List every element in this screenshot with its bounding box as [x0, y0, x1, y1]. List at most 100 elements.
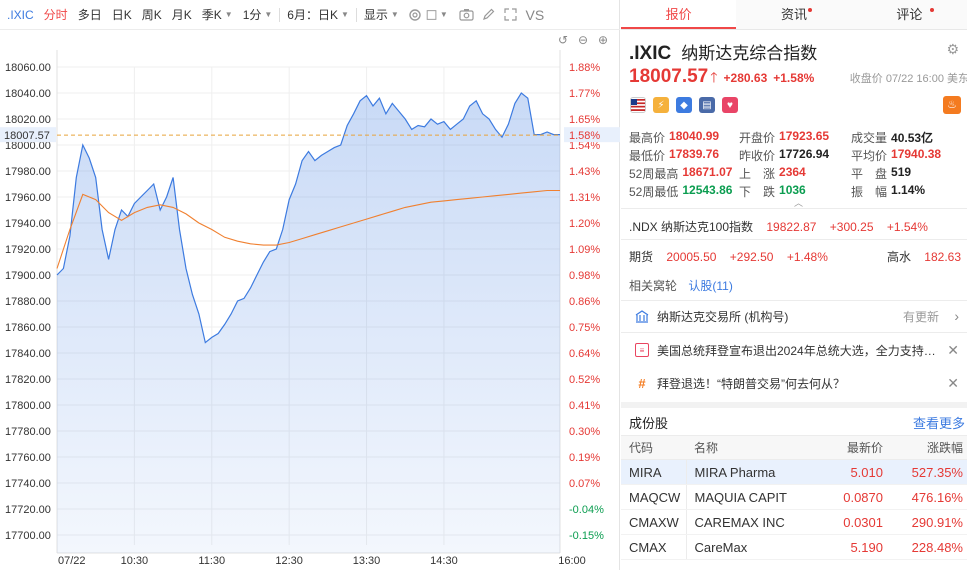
bolt-icon[interactable]: ⚡: [653, 97, 669, 113]
futures-price: 20005.50: [666, 250, 717, 264]
related-warrants: 相关窝轮 认股(11): [629, 277, 733, 294]
warrants-link[interactable]: 认股(11): [688, 279, 733, 293]
expand-icon[interactable]: [500, 0, 522, 30]
tab-timeshare[interactable]: 分时: [43, 8, 68, 22]
y-tick-label: 18060.00: [5, 62, 51, 74]
tab-monthly-k[interactable]: 月K: [171, 8, 192, 22]
chevron-down-icon: ▼: [340, 10, 349, 19]
tag-icon[interactable]: ◆: [676, 97, 692, 113]
range-select[interactable]: 6月：日K ▼: [282, 0, 354, 30]
pct-tick-label: 0.07%: [569, 478, 600, 490]
stat-cell: 开盘价 17923.65: [739, 129, 851, 146]
stat-value: 18040.99: [669, 128, 720, 143]
tab-quote[interactable]: 报价: [621, 0, 737, 29]
x-tick-label: 14:30: [430, 555, 458, 567]
y-tick-label: 17960.00: [5, 192, 51, 204]
quote-title: .IXIC 纳斯达克综合指数 ⚙: [629, 39, 959, 65]
see-more-link[interactable]: 查看更多: [912, 416, 965, 431]
y-tick-label: 18040.00: [5, 88, 51, 100]
stat-cell: 下 跌 1036: [739, 183, 851, 200]
news-title: 拜登退选！“特朗普交易”何去何从？: [657, 376, 845, 391]
futures-row[interactable]: 期货 20005.50 +292.50 +1.48% 高水 182.63: [629, 248, 961, 265]
stat-cell: 最高价 18040.99: [629, 129, 739, 146]
y-tick-label: 17860.00: [5, 322, 51, 334]
x-tick-label: 13:30: [353, 555, 381, 567]
y-tick-label: 17920.00: [5, 244, 51, 256]
chevron-up-icon[interactable]: ︿: [794, 198, 804, 208]
stat-label: 平均价: [851, 148, 888, 163]
settings-icon[interactable]: [404, 0, 426, 30]
x-tick-label: 07/22: [58, 555, 86, 567]
cell-change-pct: 527.35%: [887, 459, 967, 485]
tab-multiday[interactable]: 多日: [77, 8, 102, 22]
chevron-down-icon: ▼: [264, 10, 273, 19]
cell-name: CareMax: [685, 534, 791, 560]
tab-quarterly-label: 季K: [201, 8, 222, 22]
stat-value: 40.53亿: [891, 130, 934, 145]
price-change-pct: +1.58%: [773, 71, 815, 85]
col-price[interactable]: 最新价: [791, 435, 887, 460]
pct-tick-label: 1.77%: [569, 88, 600, 100]
tab-1min[interactable]: 1分 ▼: [238, 0, 278, 30]
table-row[interactable]: CMAXW CAREMAX INC 0.0301 290.91%: [621, 509, 967, 535]
y-tick-label: 18020.00: [5, 114, 51, 126]
close-icon[interactable]: ✕: [947, 341, 959, 358]
index-name: 纳斯达克综合指数: [681, 44, 818, 63]
compare-vs-button[interactable]: VS: [525, 6, 545, 23]
premium-group: 高水 182.63: [887, 248, 961, 265]
price-row: 18007.57 🡑 +280.63 +1.58% 收盘价 07/22 16:0…: [629, 66, 967, 91]
news-item[interactable]: ≡ 美国总统拜登宣布退出2024年总统大选，全力支持… ✕: [621, 336, 967, 364]
stat-label: 开盘价: [739, 130, 776, 145]
gear-icon[interactable]: ⚙: [946, 41, 959, 57]
zoom-in-icon[interactable]: ⊕: [597, 33, 609, 47]
tab-comments[interactable]: 评论: [852, 0, 967, 29]
layout-icon[interactable]: ▼: [426, 0, 448, 30]
tab-weekly-k[interactable]: 周K: [141, 8, 162, 22]
divider: [621, 332, 967, 333]
news-item[interactable]: # 拜登退选！“特朗普交易”何去何从？ ✕: [621, 369, 967, 397]
col-code[interactable]: 代码: [621, 435, 686, 460]
futures-change: +292.50: [729, 250, 774, 264]
chevron-right-icon[interactable]: ›: [954, 308, 959, 324]
pct-tick-label: 1.88%: [569, 62, 600, 74]
quote-stats: 最高价 18040.99 开盘价 17923.65 成交量 40.53亿 最低价 17839.…: [629, 128, 964, 200]
news-item[interactable]: 纳斯达克交易所 (机构号) 有更新 ›: [621, 302, 967, 330]
draw-pen-icon[interactable]: [478, 0, 500, 30]
hashtag-icon: #: [638, 375, 646, 391]
toolbar-symbol[interactable]: .IXIC: [7, 7, 34, 22]
zoom-out-icon[interactable]: ⊖: [577, 33, 589, 47]
col-name[interactable]: 名称: [686, 435, 791, 460]
intraday-chart[interactable]: 18060.00 1.88% 18040.00 1.77% 18020.00 1.65% 1…: [0, 30, 620, 570]
close-info: 收盘价 07/22 16:00 美东: [849, 73, 967, 85]
table-row[interactable]: MIRA MIRA Pharma 5.010 527.35%: [621, 459, 967, 485]
ndx-pct: +1.54%: [886, 220, 928, 234]
tab-news[interactable]: 资讯: [736, 0, 851, 29]
display-select[interactable]: 显示 ▼: [359, 0, 404, 30]
tab-1min-label: 1分: [242, 8, 262, 22]
y-tick-label: 17800.00: [5, 400, 51, 412]
undo-icon[interactable]: ↺: [557, 33, 569, 47]
stat-label: 平 盘: [851, 166, 888, 181]
fire-icon[interactable]: ♨: [943, 96, 961, 114]
stat-label: 最低价: [629, 148, 666, 163]
tab-quarterly-k[interactable]: 季K ▼: [197, 0, 238, 30]
tab-daily-k[interactable]: 日K: [111, 8, 132, 22]
table-row[interactable]: MAQCW MAQUIA CAPIT 0.0870 476.16%: [621, 484, 967, 510]
document-icon[interactable]: ▤: [699, 97, 715, 113]
camera-icon[interactable]: [456, 0, 478, 30]
ndx-row[interactable]: .NDX 纳斯达克100指数 19822.87 +300.25 +1.54%: [629, 218, 928, 235]
favorite-icon[interactable]: ♥: [722, 97, 738, 113]
chevron-down-icon: ▼: [439, 10, 448, 19]
close-icon[interactable]: ✕: [947, 374, 959, 391]
pct-tick-label: 0.52%: [569, 374, 600, 386]
stat-label: 振 幅: [851, 184, 888, 199]
stat-cell: 52周最高 18671.07: [629, 165, 739, 182]
col-change-pct[interactable]: 涨跌幅: [887, 435, 967, 460]
cell-price: 5.190: [791, 534, 887, 560]
table-row[interactable]: CMAX CareMax 5.190 228.48%: [621, 534, 967, 560]
last-price: 18007.57: [629, 66, 709, 87]
stat-value: 17839.76: [669, 146, 720, 161]
stats-row: 最高价 18040.99 开盘价 17923.65 成交量 40.53亿: [629, 128, 964, 146]
cell-price: 0.0870: [791, 484, 887, 510]
x-tick-label: 16:00: [558, 555, 586, 567]
